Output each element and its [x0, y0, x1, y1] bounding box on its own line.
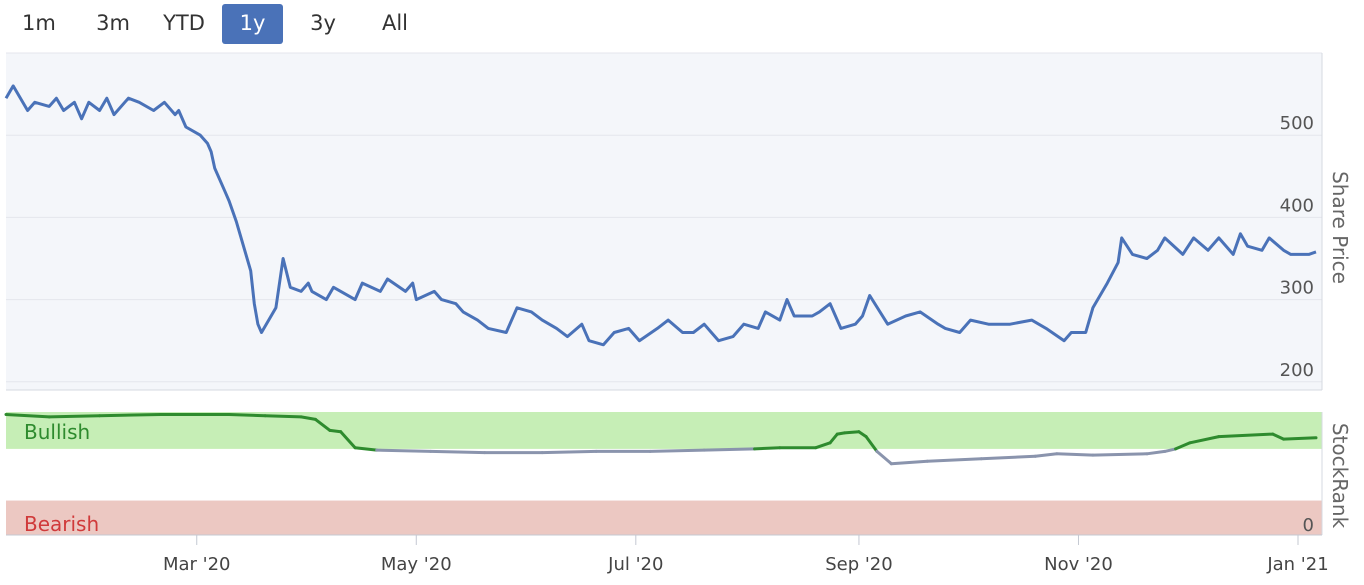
stockrank-line-segment [47, 414, 102, 419]
bullish-band-label: Bullish [24, 420, 90, 444]
stockrank-line-segment [339, 430, 357, 450]
stockrank-line-segment [925, 457, 983, 463]
stockrank-axis-title: StockRank [1328, 423, 1352, 529]
stockrank-line-segment [702, 447, 757, 452]
x-tick-label: Mar '20 [163, 554, 231, 575]
stockrank-line-segment [1145, 449, 1167, 456]
bullish-band [6, 412, 1322, 449]
price-tick-label: 400 [1280, 195, 1314, 216]
stockrank-line-segment [828, 432, 839, 445]
stockrank-line-segment [1163, 447, 1178, 453]
x-tick-label: May '20 [381, 554, 452, 575]
stockrank-line-segment [98, 413, 163, 418]
bearish-band-label: Bearish [24, 512, 99, 536]
stockrank-line-segment [429, 449, 487, 455]
stockrank-line-segment [1188, 435, 1221, 445]
range-1m-button[interactable]: 1m [22, 11, 56, 35]
range-3m-button[interactable]: 3m [96, 11, 130, 35]
stockrank-line-segment [1055, 452, 1095, 457]
stockrank-line-segment [1033, 452, 1059, 458]
share-price-line [4, 84, 1317, 347]
range-ytd-button[interactable]: YTD [163, 11, 205, 35]
x-tick-label: Jul '20 [607, 554, 663, 575]
stockrank-line-segment [263, 414, 303, 419]
stockrank-line-segment [375, 448, 433, 453]
stockrank-line-segment [1282, 436, 1318, 441]
stockrank-line-segment [843, 430, 861, 435]
x-tick-label: Nov '20 [1044, 554, 1113, 575]
price-tick-label: 200 [1280, 360, 1314, 381]
stockrank-line-segment [648, 448, 706, 453]
stockrank-line-segment [540, 449, 598, 455]
stockrank-tick-label: 0 [1303, 515, 1314, 536]
stockrank-line-segment [1091, 452, 1149, 457]
stockrank-line-segment [753, 446, 782, 451]
range-1y-button[interactable]: 1y [222, 4, 283, 44]
stockrank-line-segment [314, 417, 332, 432]
stockrank-line-segment [875, 449, 893, 466]
stockrank-line-segment [4, 413, 51, 419]
range-3y-button[interactable]: 3y [310, 11, 336, 35]
stockrank-line-segment [889, 459, 929, 466]
stockrank-line-segment [328, 428, 343, 434]
stockrank-line-segment [1217, 432, 1275, 439]
price-axis-title: Share Price [1328, 171, 1352, 284]
stockrank-line-segment [864, 435, 879, 453]
x-tick-label: Sep '20 [825, 554, 893, 575]
x-tick-label: Jan '21 [1266, 554, 1328, 575]
price-tick-label: 500 [1280, 113, 1314, 134]
range-all-button[interactable]: All [381, 11, 409, 35]
bearish-band [6, 500, 1322, 535]
stockrank-line-segment [1174, 441, 1192, 451]
stockrank-line-segment [1271, 432, 1286, 441]
stockrank-line-segment [227, 413, 267, 418]
stockrank-line-segment [353, 446, 379, 452]
stockrank-line-segment [814, 441, 832, 450]
stockrank-line-segment [299, 415, 317, 421]
price-plot-area [6, 53, 1322, 390]
price-tick-label: 300 [1280, 278, 1314, 299]
stockrank-line-segment [979, 454, 1037, 461]
